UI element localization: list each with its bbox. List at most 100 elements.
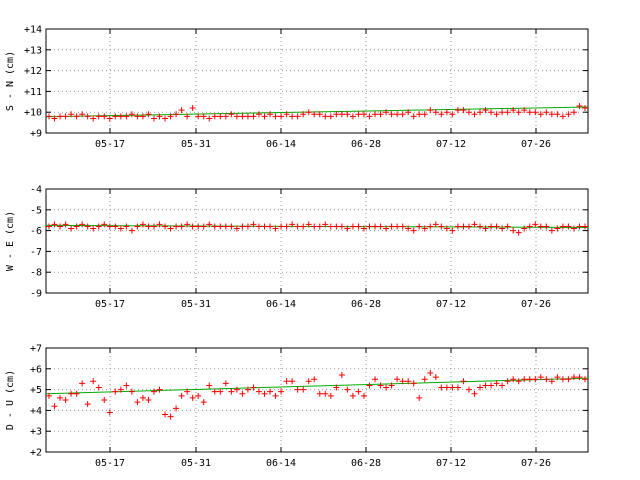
- x-tick-label: 06-28: [351, 299, 381, 310]
- data-point: [582, 223, 588, 230]
- data-point: [57, 394, 64, 401]
- data-point: [526, 376, 533, 383]
- x-tick-label: 06-28: [351, 139, 381, 150]
- data-point: [117, 386, 124, 393]
- data-point: [543, 109, 550, 116]
- data-point: [51, 221, 58, 228]
- data-point: [272, 113, 279, 120]
- data-point: [123, 223, 130, 230]
- y-tick-label: +13: [24, 45, 42, 56]
- data-point: [316, 223, 323, 230]
- data-point: [493, 223, 500, 230]
- data-point: [460, 378, 467, 385]
- data-point: [167, 225, 174, 232]
- data-point: [278, 223, 285, 230]
- data-point: [300, 223, 307, 230]
- data-point: [477, 384, 484, 391]
- data-point: [261, 390, 268, 397]
- data-point: [228, 223, 235, 230]
- data-point: [73, 390, 80, 397]
- data-point: [532, 109, 539, 116]
- data-point: [499, 382, 506, 389]
- y-tick-label: -8: [30, 268, 42, 279]
- data-point: [228, 388, 235, 395]
- data-point: [526, 109, 533, 116]
- data-point: [465, 109, 472, 116]
- y-axis-label: S - N (cm): [5, 51, 16, 111]
- data-point: [255, 388, 262, 395]
- data-point: [300, 111, 307, 118]
- data-point: [289, 378, 296, 385]
- data-point: [162, 115, 169, 122]
- data-point: [195, 392, 202, 399]
- x-tick-label: 07-12: [436, 458, 466, 469]
- y-tick-label: -7: [30, 247, 42, 258]
- data-point: [117, 113, 124, 120]
- data-point: [360, 225, 367, 232]
- data-point: [178, 223, 185, 230]
- data-point: [443, 109, 450, 116]
- data-point: [543, 223, 550, 230]
- data-point: [438, 111, 445, 118]
- data-point: [449, 111, 456, 118]
- data-point: [162, 411, 169, 418]
- data-point: [134, 223, 141, 230]
- data-point: [366, 113, 373, 120]
- trend-line: [45, 106, 589, 118]
- data-point: [399, 111, 406, 118]
- data-point: [521, 107, 528, 114]
- data-point: [454, 384, 461, 391]
- data-point: [112, 113, 119, 120]
- data-point: [305, 109, 312, 116]
- data-point: [465, 386, 472, 393]
- data-point: [548, 227, 555, 234]
- x-tick-label: 07-12: [436, 139, 466, 150]
- data-point: [477, 109, 484, 116]
- y-tick-label: -9: [30, 289, 42, 300]
- data-point: [150, 223, 157, 230]
- data-point: [360, 111, 367, 118]
- data-point: [73, 113, 80, 120]
- data-point: [200, 113, 207, 120]
- data-point: [322, 113, 329, 120]
- data-point: [570, 109, 577, 116]
- data-point: [410, 227, 417, 234]
- data-point: [521, 225, 528, 232]
- data-point: [510, 227, 517, 234]
- x-tick-label: 05-31: [181, 458, 211, 469]
- data-point: [576, 223, 583, 230]
- y-tick-label: -4: [30, 185, 42, 196]
- data-point: [477, 223, 484, 230]
- data-point: [582, 105, 588, 112]
- data-point: [101, 113, 108, 120]
- data-point: [167, 113, 174, 120]
- data-point: [510, 107, 517, 114]
- data-point: [471, 111, 478, 118]
- x-tick-label: 07-26: [521, 139, 551, 150]
- data-point: [454, 107, 461, 114]
- data-point: [405, 109, 412, 116]
- x-tick-label: 05-31: [181, 139, 211, 150]
- data-point: [559, 223, 566, 230]
- data-point: [394, 376, 401, 383]
- data-point: [565, 111, 572, 118]
- data-point: [294, 223, 301, 230]
- data-point: [211, 223, 218, 230]
- data-point: [383, 109, 390, 116]
- data-point: [565, 223, 572, 230]
- data-point: [537, 374, 544, 381]
- data-point: [200, 223, 207, 230]
- trend-line: [45, 377, 589, 395]
- data-point: [504, 223, 511, 230]
- data-point: [349, 223, 356, 230]
- data-point: [145, 111, 152, 118]
- data-point: [200, 399, 207, 406]
- data-point: [84, 113, 91, 120]
- data-point: [134, 113, 141, 120]
- data-point: [521, 376, 528, 383]
- data-point: [57, 223, 64, 230]
- data-point: [576, 102, 583, 109]
- data-point: [106, 223, 113, 230]
- y-tick-label: +3: [30, 427, 42, 438]
